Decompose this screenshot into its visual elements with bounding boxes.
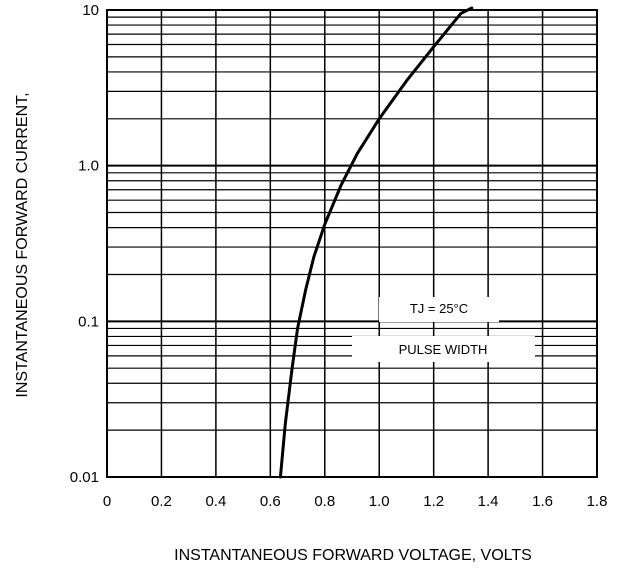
temperature-annotation-background <box>379 297 499 322</box>
pulse-width-annotation: PULSE WIDTH <box>352 336 535 362</box>
y-axis-tick-labels: 0.01 0.1 1.0 10 <box>70 2 99 486</box>
x-tick-label: 0.8 <box>314 493 335 510</box>
y-tick-label: 0.01 <box>70 469 99 486</box>
forward-current-curve <box>278 6 474 479</box>
x-tick-label: 0.6 <box>260 493 281 510</box>
x-tick-label: 1.0 <box>369 493 390 510</box>
x-tick-label: 1.2 <box>423 493 444 510</box>
y-tick-label: 10 <box>82 2 99 19</box>
y-axis-label: INSTANTANEOUS FORWARD CURRENT, <box>14 92 31 397</box>
x-axis-tick-labels: 0 0.2 0.4 0.6 0.8 1.0 1.2 1.4 1.6 1.8 <box>103 493 608 510</box>
x-tick-label: 0 <box>103 493 111 510</box>
x-tick-label: 1.4 <box>478 493 499 510</box>
x-axis-label: INSTANTANEOUS FORWARD VOLTAGE, VOLTS <box>174 547 532 564</box>
x-tick-label: 0.4 <box>205 493 226 510</box>
pulse-width-annotation-background <box>352 336 535 362</box>
plot-frame <box>106 9 598 478</box>
temperature-annotation: TJ = 25°C <box>379 297 499 322</box>
x-tick-label: 0.2 <box>151 493 172 510</box>
vertical-grid-lines <box>106 10 598 477</box>
y-tick-label: 0.1 <box>78 313 99 330</box>
major-grid-lines <box>107 9 597 478</box>
x-tick-label: 1.8 <box>587 493 608 510</box>
temperature-annotation-text: TJ = 25°C <box>410 301 468 316</box>
x-tick-label: 1.6 <box>532 493 553 510</box>
y-tick-label: 1.0 <box>78 158 99 175</box>
minor-grid-lines <box>107 16 597 431</box>
pulse-width-annotation-text: PULSE WIDTH <box>399 342 488 357</box>
